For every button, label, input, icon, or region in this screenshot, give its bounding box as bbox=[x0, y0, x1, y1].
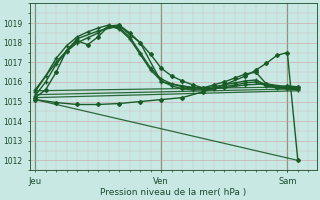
X-axis label: Pression niveau de la mer( hPa ): Pression niveau de la mer( hPa ) bbox=[100, 188, 246, 197]
